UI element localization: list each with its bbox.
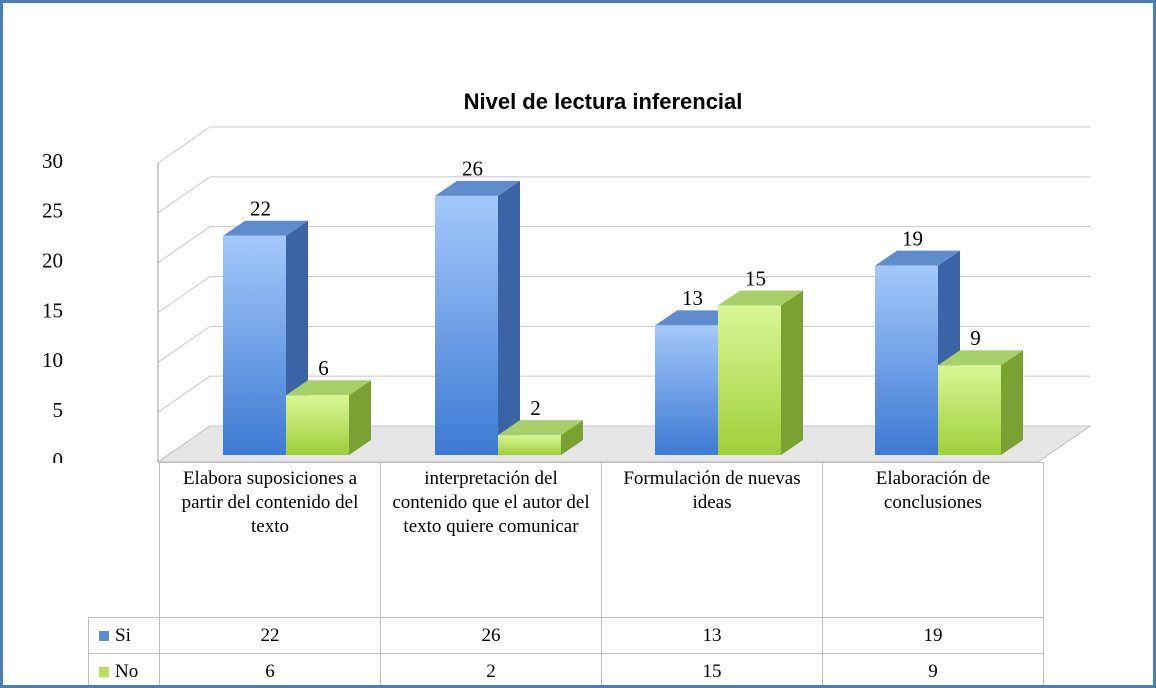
legend-cell: No (88, 653, 160, 685)
legend-label: No (115, 660, 139, 682)
value-label: 22 (250, 197, 271, 221)
bar (718, 290, 803, 455)
value-label: 6 (318, 356, 329, 380)
value-label: 9 (970, 326, 981, 350)
bar-front (938, 365, 1001, 455)
bar-top (718, 290, 803, 306)
bar-top (498, 420, 583, 436)
bar-front (718, 305, 781, 455)
value-label: 26 (462, 157, 483, 181)
legend-swatch (99, 630, 109, 641)
y-tick-label: 20 (42, 248, 63, 272)
corner-cell (88, 462, 160, 618)
bar-side (498, 180, 520, 455)
y-tick-label: 5 (53, 398, 64, 422)
value-label: 15 (745, 266, 766, 290)
table-row: No 6 2 15 9 (88, 653, 1044, 685)
grid-line (157, 126, 1090, 164)
bar (938, 350, 1023, 455)
table-value: 13 (601, 617, 823, 654)
y-tick-label: 30 (42, 149, 63, 173)
bar-side (781, 290, 803, 455)
data-table: Elabora suposiciones a partir del conten… (88, 462, 1044, 685)
chart-title: Nivel de lectura inferencial (464, 89, 743, 114)
table-value: 6 (159, 653, 381, 685)
grid-line (157, 176, 1090, 214)
y-tick-label: 10 (42, 348, 63, 372)
table-value: 2 (380, 653, 602, 685)
chart: Nivel de lectura inferencial 0 5 10 15 20 25 3… (42, 89, 1092, 463)
category-label: Elaboración de conclusiones (822, 462, 1044, 618)
bar-front (223, 235, 286, 455)
value-label: 2 (530, 396, 541, 420)
bar-top (875, 250, 960, 266)
bar (286, 380, 371, 455)
bar-side (349, 380, 371, 455)
bar (435, 180, 520, 455)
bar (498, 420, 583, 455)
table-value: 19 (822, 617, 1044, 654)
bar-front (655, 325, 718, 455)
legend-label: Si (115, 624, 131, 646)
bar-side (1001, 350, 1023, 455)
table-value: 26 (380, 617, 602, 654)
legend-cell: Si (88, 617, 160, 654)
bar-top (286, 380, 371, 396)
table-value: 22 (159, 617, 381, 654)
grid-line (157, 226, 1090, 264)
table-row: Si 22 26 13 19 (88, 617, 1044, 654)
category-label: Elabora suposiciones a partir del conten… (159, 462, 381, 618)
table-value: 15 (601, 653, 823, 685)
y-tick-label: 25 (42, 199, 63, 223)
bar-front (875, 265, 938, 455)
value-label: 19 (902, 226, 923, 250)
bar-front (435, 195, 498, 455)
legend-swatch (99, 666, 109, 677)
grid-line (157, 276, 1090, 313)
bar-top (435, 180, 520, 196)
category-label: Formulación de nuevas ideas (601, 462, 823, 618)
table-value: 9 (822, 653, 1044, 685)
y-tick-label: 15 (42, 298, 63, 322)
bar-top (223, 220, 308, 236)
bar-front (286, 395, 349, 455)
value-label: 13 (682, 286, 703, 310)
bar-top (938, 350, 1023, 366)
category-label: interpretación del contenido que el auto… (380, 462, 602, 618)
y-tick-label: 0 (53, 448, 64, 463)
bar-front (498, 435, 561, 455)
bar-side (561, 420, 583, 455)
